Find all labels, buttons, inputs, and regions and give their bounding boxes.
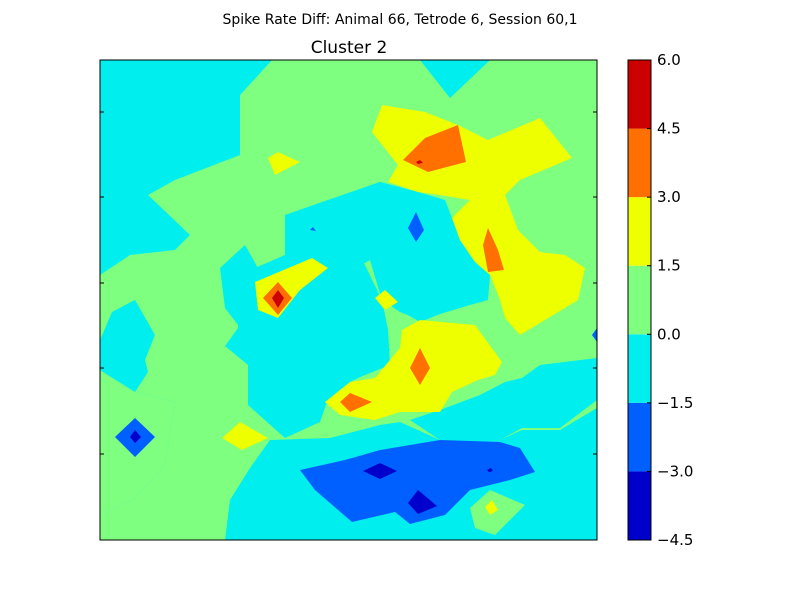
contour-region-blue-mid	[408, 212, 424, 242]
colorbar-tick-label: 0.0	[657, 325, 681, 343]
colorbar-band	[628, 471, 651, 540]
contour-region-blue-bottom	[300, 440, 535, 524]
colorbar-tick-label: 6.0	[657, 51, 681, 69]
contour-region-yellow-left	[222, 422, 268, 450]
colorbar-tick-label: −4.5	[657, 531, 693, 549]
contour-region-blue-edge	[592, 328, 597, 342]
contour-region-yellow-bottom	[485, 500, 498, 515]
colorbar-frame	[627, 59, 652, 541]
contour-region-orange-top	[403, 125, 466, 172]
contour-region-darkblue-left	[130, 430, 141, 443]
contour-lake-left	[100, 300, 155, 392]
colorbar-tick-label: −1.5	[657, 394, 693, 412]
colorbar-band	[628, 402, 651, 472]
contour-region-orange-lower	[340, 393, 372, 412]
contour-lake-upper-mid	[220, 245, 258, 325]
colorbar-band	[628, 265, 651, 335]
colorbar-tick-label: 1.5	[657, 257, 681, 275]
colorbar-tick-label: 3.0	[657, 188, 681, 206]
colorbar-band	[628, 60, 651, 129]
colorbar-band	[628, 334, 651, 403]
contour-lake-center	[248, 182, 490, 418]
plot-frame	[99, 59, 598, 541]
contour-region-orange-mid	[410, 348, 430, 385]
contour-region-darkblue-dot	[487, 468, 493, 472]
contour-region-yellow-dot	[375, 290, 398, 310]
y-ticks	[100, 111, 597, 455]
contour-region-orange-right	[483, 228, 504, 272]
colorbar-tick-label: −3.0	[657, 462, 693, 480]
colorbar-band	[628, 128, 651, 198]
colorbar-ticks: 6.0 4.5 3.0 1.5 0.0 −1.5 −3.0 −4.5	[647, 51, 693, 549]
colorbar: 6.0 4.5 3.0 1.5 0.0 −1.5 −3.0 −4.5	[627, 51, 693, 549]
contour-region-green-bottom	[470, 490, 525, 535]
contour-region-darkblue-lower	[408, 490, 437, 514]
colorbar-band	[628, 197, 651, 266]
contour-region-yellow-small	[268, 152, 300, 175]
contour-region-blue-dot	[310, 227, 316, 231]
plot-title: Cluster 2	[311, 38, 388, 58]
colorbar-tick-label: 4.5	[657, 120, 681, 138]
contour-lake-right	[410, 358, 597, 440]
contour-region-darkblue-mid	[363, 463, 397, 479]
figure-suptitle: Spike Rate Diff: Animal 66, Tetrode 6, S…	[222, 12, 577, 28]
contour-region-red-left	[272, 290, 284, 308]
colorbar-bands	[628, 60, 651, 540]
contour-region-red-top	[416, 160, 423, 164]
contour-plot	[99, 59, 598, 541]
